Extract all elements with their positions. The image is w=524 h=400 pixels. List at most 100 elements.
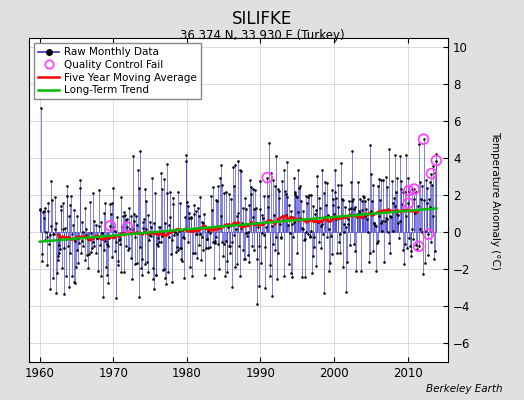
Point [132, 234, 140, 240]
Point [179, 234, 188, 240]
Point [191, 208, 200, 214]
Point [323, 180, 332, 186]
Point [138, 255, 146, 262]
Point [263, 174, 271, 181]
Point [74, 234, 83, 241]
Point [297, 198, 305, 204]
Point [81, 205, 90, 211]
Point [161, 275, 169, 281]
Point [432, 157, 441, 164]
Point [407, 253, 416, 260]
Point [156, 239, 165, 245]
Point [234, 209, 242, 216]
Point [63, 183, 71, 190]
Point [358, 192, 367, 199]
Point [267, 292, 276, 299]
Point [287, 270, 296, 276]
Point [223, 258, 231, 264]
Point [245, 259, 253, 266]
Point [245, 202, 254, 208]
Point [217, 213, 225, 220]
Point [70, 206, 79, 213]
Point [66, 201, 74, 208]
Point [60, 245, 68, 251]
Point [224, 224, 232, 230]
Point [179, 227, 187, 233]
Text: Berkeley Earth: Berkeley Earth [427, 384, 503, 394]
Point [89, 239, 97, 245]
Point [337, 181, 345, 188]
Point [215, 223, 223, 229]
Point [389, 228, 397, 234]
Point [264, 204, 272, 210]
Point [280, 166, 288, 173]
Point [68, 273, 77, 280]
Point [213, 198, 221, 204]
Point [75, 176, 84, 183]
Point [318, 166, 326, 173]
Point [221, 188, 230, 195]
Point [50, 231, 58, 237]
Point [112, 239, 120, 245]
Point [75, 240, 83, 246]
Point [215, 266, 224, 272]
Point [288, 220, 296, 227]
Point [95, 187, 104, 194]
Point [418, 182, 427, 189]
Point [392, 211, 401, 218]
Point [313, 173, 321, 180]
Point [257, 260, 265, 267]
Point [205, 244, 214, 250]
Point [278, 216, 287, 223]
Point [146, 219, 155, 225]
Point [293, 167, 302, 174]
Point [110, 223, 118, 230]
Point [220, 240, 228, 247]
Point [271, 152, 280, 159]
Point [309, 203, 318, 209]
Point [100, 247, 108, 253]
Point [143, 226, 151, 232]
Point [286, 208, 294, 214]
Point [103, 240, 112, 247]
Point [419, 136, 428, 142]
Point [296, 215, 304, 222]
Point [369, 220, 378, 226]
Point [73, 213, 81, 220]
Point [214, 240, 222, 247]
Point [212, 234, 220, 240]
Point [383, 184, 391, 190]
Point [396, 218, 405, 224]
Point [148, 175, 156, 182]
Point [425, 196, 433, 202]
Point [183, 199, 191, 206]
Point [311, 263, 320, 270]
Point [231, 162, 239, 168]
Point [173, 189, 182, 196]
Point [392, 189, 400, 196]
Point [295, 185, 303, 192]
Point [429, 163, 438, 170]
Point [248, 185, 257, 192]
Point [42, 262, 51, 268]
Point [283, 158, 292, 165]
Point [175, 228, 183, 234]
Point [200, 211, 209, 218]
Point [346, 242, 354, 248]
Point [148, 276, 157, 282]
Point [292, 193, 300, 199]
Point [346, 204, 355, 211]
Point [343, 216, 352, 222]
Point [235, 167, 244, 173]
Point [133, 222, 141, 228]
Point [344, 220, 352, 227]
Point [407, 248, 415, 254]
Point [105, 235, 113, 241]
Point [123, 224, 132, 230]
Point [40, 237, 49, 244]
Point [298, 225, 307, 231]
Point [333, 250, 341, 256]
Point [302, 193, 311, 200]
Point [177, 245, 185, 252]
Point [166, 214, 174, 220]
